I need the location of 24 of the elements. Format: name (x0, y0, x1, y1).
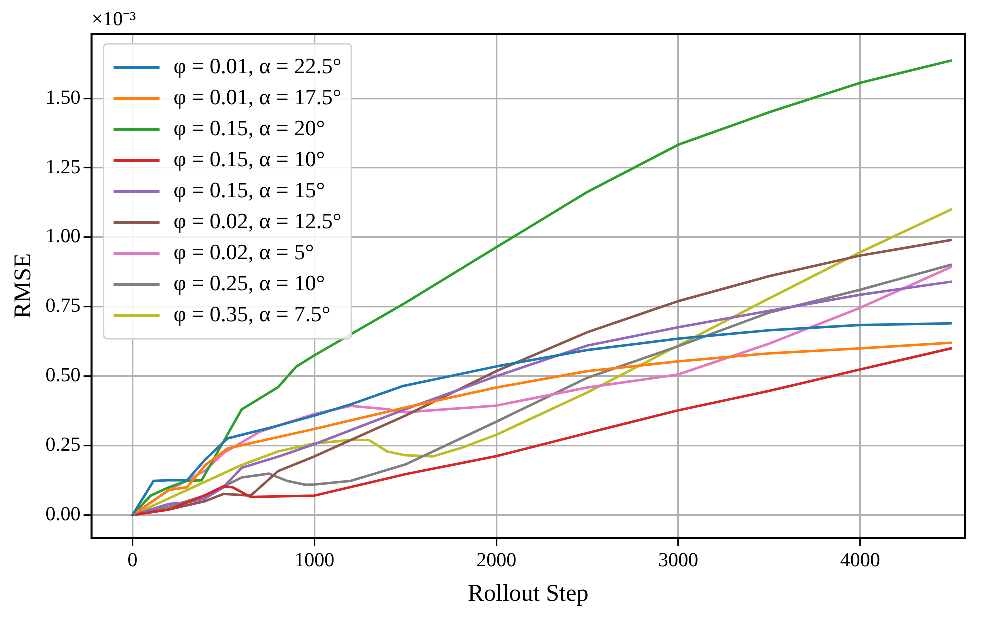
x-tick-label: 1000 (294, 549, 335, 572)
x-tick-label: 3000 (658, 549, 698, 572)
text: ×10⁻³ (92, 8, 136, 30)
y-tick-label: 0.75 (46, 295, 81, 318)
y-axis-title: RMSE (10, 253, 37, 319)
legend-label: φ = 0.02, α = 5° (174, 239, 314, 264)
y-tick-label: 1.25 (46, 156, 81, 178)
y-tick-label: 0.50 (46, 364, 81, 387)
x-tick-label: 2000 (476, 549, 517, 572)
legend-label: φ = 0.01, α = 17.5° (174, 84, 342, 110)
legend-label: φ = 0.25, α = 10° (174, 270, 326, 296)
legend-label: φ = 0.15, α = 20° (174, 115, 326, 140)
y-tick-label: 0.25 (46, 434, 81, 456)
y-tick-label: 0.00 (46, 504, 81, 526)
legend-label: φ = 0.01, α = 22.5° (174, 53, 342, 78)
legend-label: φ = 0.15, α = 10° (174, 146, 326, 172)
y-tick-label: 1.00 (46, 226, 81, 248)
legend-label: φ = 0.02, α = 12.5° (174, 208, 342, 234)
x-tick-label: 4000 (840, 549, 880, 572)
y-tick-label: 1.50 (46, 86, 81, 109)
legend-label: φ = 0.15, α = 15° (174, 177, 326, 202)
x-axis-title: Rollout Step (468, 580, 589, 607)
legend-label: φ = 0.35, α = 7.5° (174, 301, 331, 326)
x-tick-label: 0 (128, 549, 138, 572)
